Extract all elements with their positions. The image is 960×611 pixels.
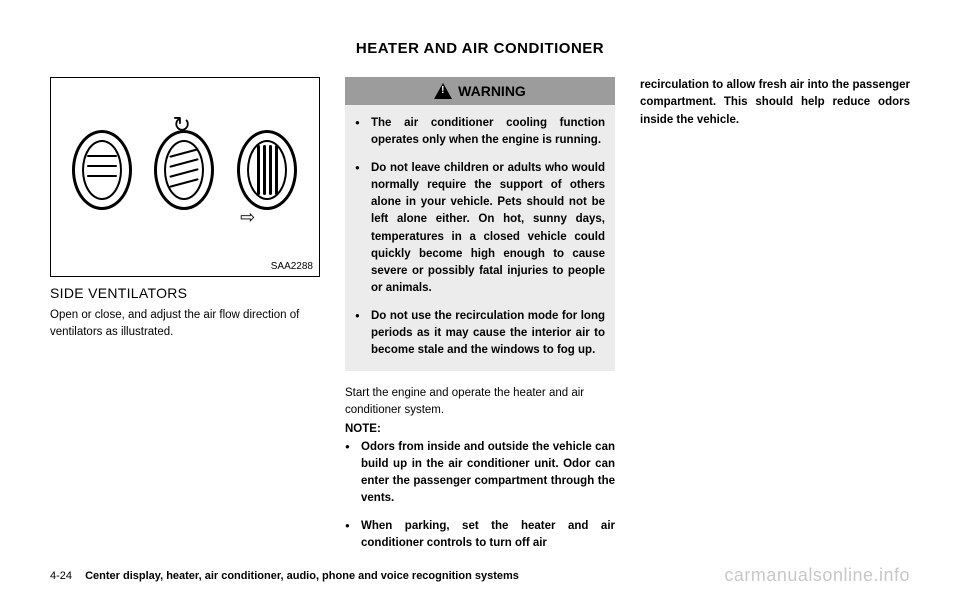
warning-item: Do not use the recirculation mode for lo… <box>355 308 605 360</box>
content-columns: ↻ ⇨ SAA2288 SIDE VENTILATORS Open or clo… <box>50 77 910 557</box>
warning-item: The air conditioner cooling function ope… <box>355 115 605 150</box>
warning-header: WARNING <box>345 77 615 105</box>
warning-triangle-icon <box>434 83 452 99</box>
start-engine-text: Start the engine and operate the heater … <box>345 385 615 418</box>
side-ventilators-title: SIDE VENTILATORS <box>50 285 320 301</box>
side-ventilators-body: Open or close, and adjust the air flow d… <box>50 307 320 340</box>
note-item: Odors from inside and outside the vehicl… <box>345 439 615 508</box>
ventilator-figure: ↻ ⇨ SAA2288 <box>50 77 320 277</box>
vent-icon-tilted: ↻ <box>152 130 217 210</box>
warning-item: Do not leave children or adults who woul… <box>355 160 605 298</box>
column-middle: WARNING The air conditioner cooling func… <box>345 77 615 557</box>
notes-list: Odors from inside and outside the vehicl… <box>345 439 615 553</box>
warning-label: WARNING <box>458 83 526 99</box>
note-label: NOTE: <box>345 423 615 435</box>
page-footer: 4-24 Center display, heater, air conditi… <box>50 565 910 586</box>
continuation-text: recirculation to allow fresh air into th… <box>640 77 910 129</box>
warning-box: The air conditioner cooling function ope… <box>345 105 615 371</box>
swing-arrow-icon: ⇨ <box>240 207 255 228</box>
chapter-title: Center display, heater, air conditioner,… <box>85 570 519 582</box>
vent-illustrations: ↻ ⇨ <box>51 78 319 276</box>
vent-icon-closed <box>70 130 135 210</box>
column-left: ↻ ⇨ SAA2288 SIDE VENTILATORS Open or clo… <box>50 77 320 557</box>
vent-icon-open: ⇨ <box>235 130 300 210</box>
note-item: When parking, set the heater and air con… <box>345 518 615 553</box>
figure-caption: SAA2288 <box>271 261 313 272</box>
footer-left: 4-24 Center display, heater, air conditi… <box>50 570 519 582</box>
page-number: 4-24 <box>50 570 72 582</box>
column-right: recirculation to allow fresh air into th… <box>640 77 910 557</box>
rotate-arrow-icon: ↻ <box>172 112 190 138</box>
page-header: HEATER AND AIR CONDITIONER <box>50 40 910 57</box>
watermark: carmanualsonline.info <box>724 565 910 586</box>
